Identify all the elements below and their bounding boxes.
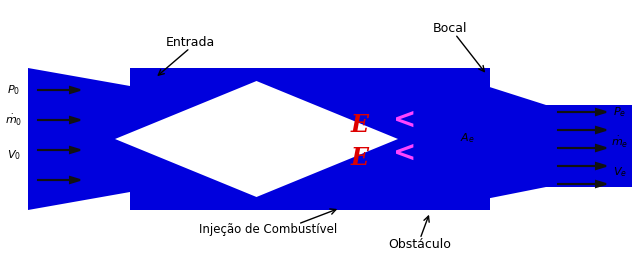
FancyArrow shape	[38, 147, 80, 153]
FancyArrow shape	[558, 145, 606, 151]
Text: $A_e$: $A_e$	[459, 131, 474, 145]
Polygon shape	[430, 68, 546, 210]
Polygon shape	[28, 68, 130, 86]
Text: <: <	[393, 106, 416, 134]
Text: $\dot{m}_e$: $\dot{m}_e$	[611, 134, 629, 149]
Text: E: E	[351, 146, 369, 170]
Text: Bocal: Bocal	[433, 21, 467, 35]
FancyArrow shape	[558, 127, 606, 133]
FancyArrow shape	[558, 109, 606, 115]
Text: $V_0$: $V_0$	[7, 148, 21, 162]
Text: E: E	[351, 113, 369, 137]
Text: $P_e$: $P_e$	[614, 105, 626, 119]
FancyArrow shape	[38, 177, 80, 183]
FancyArrow shape	[38, 117, 80, 123]
FancyArrow shape	[558, 181, 606, 187]
FancyArrow shape	[558, 163, 606, 169]
Bar	[546, 105, 632, 187]
Bar	[28, 68, 490, 210]
Text: Entrada: Entrada	[166, 35, 215, 49]
Text: <: <	[393, 139, 416, 167]
Text: $P_0$: $P_0$	[8, 83, 21, 97]
Polygon shape	[28, 192, 130, 210]
Text: $\dot{m}_0$: $\dot{m}_0$	[5, 112, 23, 128]
Text: $V_e$: $V_e$	[613, 165, 627, 179]
FancyArrow shape	[38, 87, 80, 93]
Text: Obstáculo: Obstáculo	[389, 238, 451, 252]
Polygon shape	[115, 81, 398, 197]
Text: Injeção de Combustível: Injeção de Combustível	[199, 224, 337, 237]
